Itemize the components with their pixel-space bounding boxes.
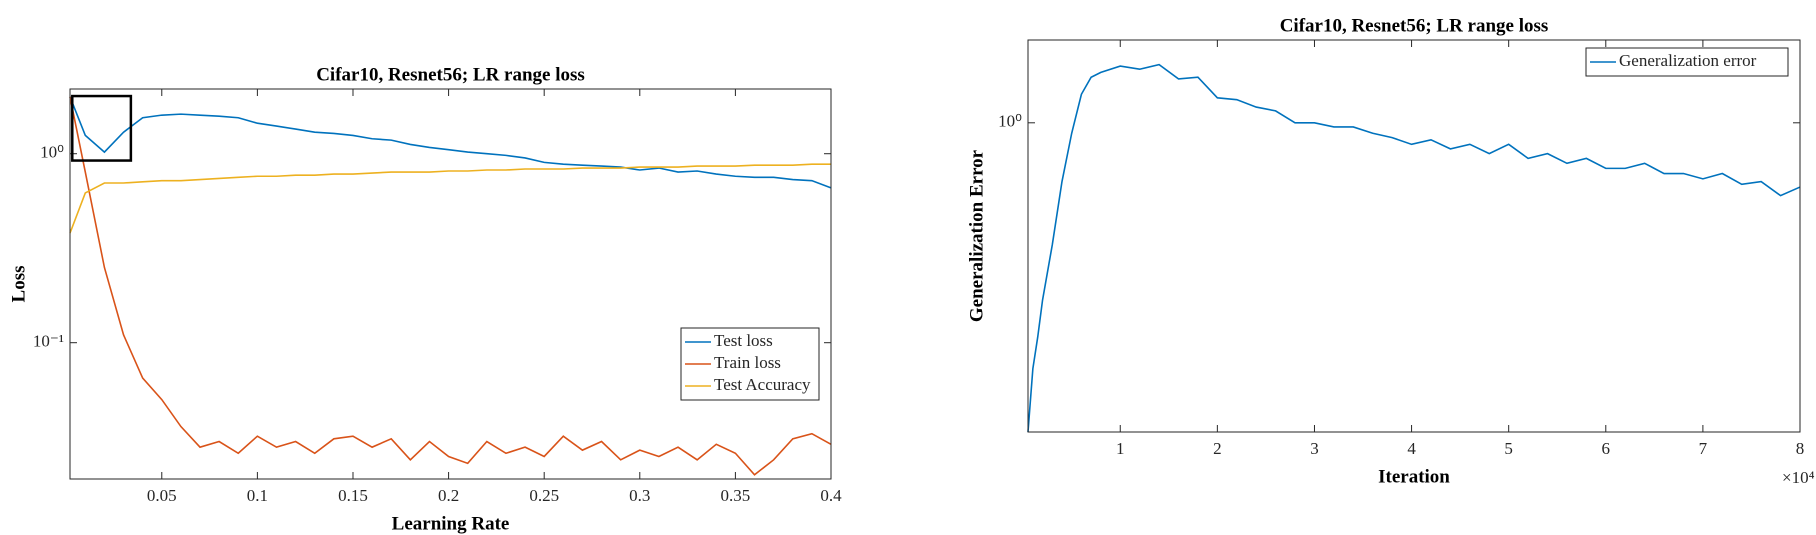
plot-frame: [1027, 39, 1801, 433]
x-tick-label: 0.2: [438, 486, 459, 505]
chart: Cifar10, Resnet56; LR range loss Learning…: [8, 64, 842, 534]
x-tick-label: 2: [1213, 439, 1222, 458]
x-tick-label: 5: [1504, 439, 1513, 458]
legend-box: [1585, 47, 1789, 77]
legend-label: Test Accuracy: [714, 375, 811, 394]
x-tick-label: 7: [1699, 439, 1708, 458]
x-tick-label: 0.25: [529, 486, 559, 505]
y-axis-label: Generalization Error: [966, 149, 987, 322]
x-tick-label: 0.4: [820, 486, 842, 505]
y-tick-label: 10⁰: [40, 143, 64, 162]
x-axis-label: Learning Rate: [392, 513, 510, 534]
x-tick-label: 1: [1116, 439, 1125, 458]
y-axis-label: Loss: [8, 266, 29, 303]
x-tick-label: 0.05: [147, 486, 177, 505]
x-tick-label: 0.3: [629, 486, 650, 505]
chart-title: Cifar10, Resnet56; LR range loss: [316, 64, 585, 85]
y-tick-label: 10⁰: [998, 112, 1022, 131]
x-tick-label: 0.15: [338, 486, 368, 505]
legend-label: Train loss: [714, 353, 781, 372]
x-axis-label: Iteration: [1378, 466, 1450, 487]
zoom-box: [71, 94, 133, 162]
x-exponent-label: ×10⁴: [1782, 468, 1815, 487]
x-tick-label: 0.35: [721, 486, 751, 505]
legend-label: Generalization error: [1619, 51, 1757, 70]
chart-title: Cifar10, Resnet56; LR range loss: [1280, 15, 1549, 36]
series-line: [69, 96, 832, 189]
series-line: [69, 163, 831, 234]
legend-label: Test loss: [714, 331, 773, 350]
x-tick-label: 4: [1407, 439, 1416, 458]
plot-frame: [69, 88, 832, 480]
series-line: [1027, 63, 1801, 433]
x-tick-label: 3: [1310, 439, 1319, 458]
chart: Cifar10, Resnet56; LR range loss Iteratio…: [966, 15, 1814, 487]
x-tick-label: 0.1: [247, 486, 268, 505]
x-tick-label: 6: [1602, 439, 1611, 458]
plot-area: [1028, 40, 1800, 432]
y-tick-label: 10⁻¹: [33, 332, 64, 351]
plot-area: [70, 89, 831, 479]
x-tick-label: 8: [1796, 439, 1805, 458]
series-line: [69, 96, 832, 476]
